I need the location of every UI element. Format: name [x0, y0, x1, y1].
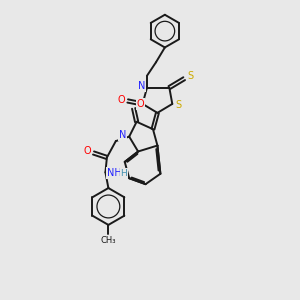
Text: H: H: [121, 169, 127, 178]
Text: O: O: [83, 146, 91, 156]
Text: O: O: [117, 95, 125, 105]
Text: N: N: [119, 130, 126, 140]
Text: S: S: [176, 100, 182, 110]
Text: CH₃: CH₃: [100, 236, 116, 245]
Text: S: S: [188, 71, 194, 81]
Text: O: O: [136, 99, 144, 109]
Text: N: N: [138, 81, 146, 92]
Text: NH: NH: [107, 168, 122, 178]
